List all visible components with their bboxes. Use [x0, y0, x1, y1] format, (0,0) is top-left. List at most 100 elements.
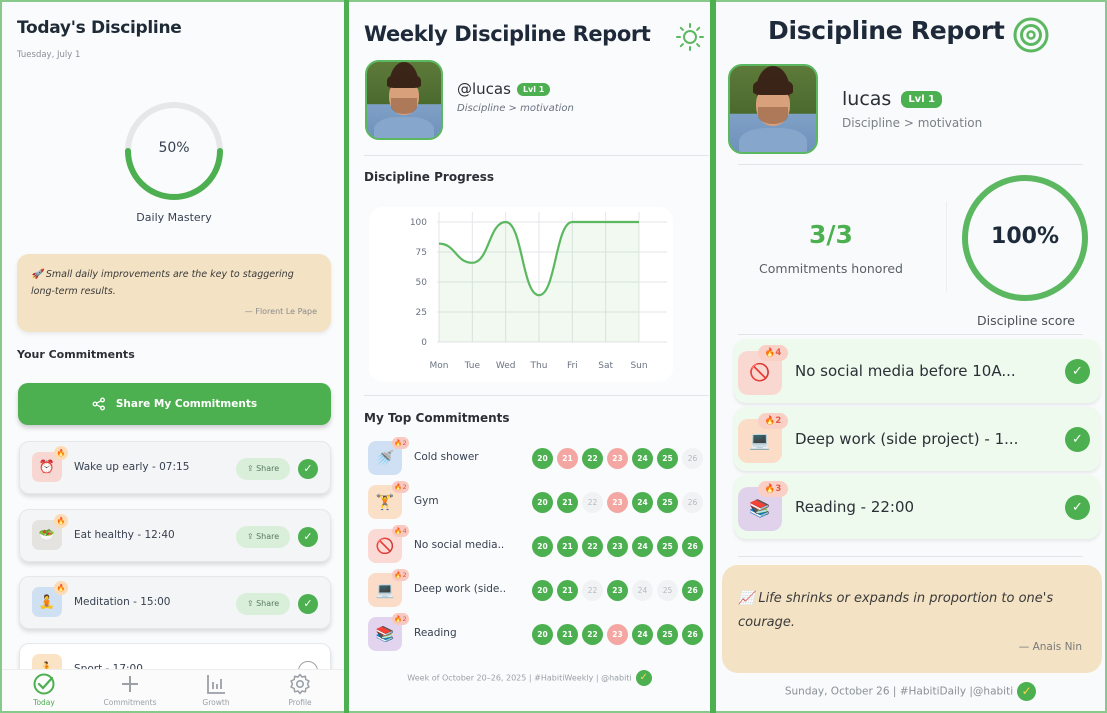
chart-up-icon: 📈 — [738, 591, 755, 606]
day-status-row: 20 21 22 23 24 25 26 — [532, 492, 703, 513]
panel-separator — [710, 0, 716, 713]
commitment-card[interactable]: 📚 🔥3 Reading - 22:00 ✓ — [734, 475, 1100, 539]
day-status-done: 26 — [682, 624, 703, 645]
check-circle-icon — [4, 672, 84, 698]
commitment-label: Wake up early - 07:15 — [74, 461, 190, 473]
completed-check-icon: ✓ — [1065, 359, 1090, 384]
commitment-label: No social media before 10A... — [795, 362, 1016, 380]
day-status-done: 21 — [557, 492, 578, 513]
day-status-done: 22 — [582, 536, 603, 557]
discipline-score-ring — [962, 175, 1088, 301]
page-title: Discipline Report — [768, 16, 1005, 45]
day-status-none: 25 — [657, 580, 678, 601]
completed-check-icon[interactable]: ✓ — [298, 527, 318, 547]
commitment-card[interactable]: ⏰ 🔥 Wake up early - 07:15 ⇪ Share ✓ — [19, 441, 331, 494]
streak-badge: 🔥4 — [758, 345, 788, 361]
top-commitment-row[interactable]: 💻 🔥2 Deep work (side.. 20 21 22 23 24 25 26 — [364, 569, 704, 611]
tab-growth[interactable]: Growth — [176, 672, 256, 707]
user-subtitle: Discipline > motivation — [842, 116, 983, 130]
day-status-done: 20 — [532, 536, 553, 557]
honored-count: 3/3 — [809, 220, 853, 249]
tab-profile[interactable]: Profile — [260, 672, 340, 707]
quote-author: — Florent Le Pape — [244, 307, 317, 316]
panel-separator — [344, 0, 349, 713]
streak-badge: 🔥 — [54, 581, 68, 595]
top-commitment-row[interactable]: 🚿 🔥2 Cold shower 20 21 22 23 24 25 26 — [364, 437, 704, 479]
y-tick-label: 50 — [416, 278, 428, 288]
commitment-label: Reading — [414, 627, 457, 639]
divider — [738, 556, 1083, 557]
username: lucas Lvl 1 — [842, 88, 943, 110]
discipline-progress-chart: 100 75 50 25 0 Mon Tue Wed Thu Fri Sat Sun — [369, 207, 673, 382]
day-status-done: 26 — [682, 536, 703, 557]
day-status-done: 24 — [632, 536, 653, 557]
day-status-row: 20 21 22 23 24 25 26 — [532, 580, 703, 601]
current-date: Tuesday, July 1 — [17, 50, 81, 60]
share-button[interactable]: ⇪ Share — [236, 593, 290, 615]
day-status-none: 26 — [682, 448, 703, 469]
divider — [946, 202, 947, 292]
day-status-none: 26 — [682, 492, 703, 513]
line-chart: 100 75 50 25 0 Mon Tue Wed Thu Fri Sat Sun — [410, 212, 667, 371]
share-icon — [92, 397, 105, 411]
tab-commitments[interactable]: Commitments — [90, 672, 170, 707]
commitment-card[interactable]: 🚫 🔥4 No social media before 10A... ✓ — [734, 339, 1100, 403]
commitment-label: No social media.. — [414, 539, 505, 551]
section-title: Discipline Progress — [364, 170, 495, 184]
day-status-done: 20 — [532, 492, 553, 513]
day-status-done: 22 — [582, 448, 603, 469]
day-status-none: 22 — [582, 492, 603, 513]
user-subtitle: Discipline > motivation — [457, 103, 574, 114]
gear-icon — [260, 672, 340, 698]
section-title: Your Commitments — [17, 348, 135, 361]
commitment-card[interactable]: 🧘 🔥 Meditation - 15:00 ⇪ Share ✓ — [19, 576, 331, 629]
day-status-row: 20 21 22 23 24 25 26 — [532, 448, 703, 469]
commitment-card[interactable]: 🥗 🔥 Eat healthy - 12:40 ⇪ Share ✓ — [19, 509, 331, 562]
divider — [738, 164, 1083, 165]
streak-badge: 🔥2 — [392, 437, 409, 449]
y-tick-label: 100 — [410, 218, 427, 228]
share-button[interactable]: ⇪ Share — [236, 526, 290, 548]
quote-text: 🚀 Small daily improvements are the key t… — [31, 269, 294, 297]
streak-badge: 🔥3 — [758, 481, 788, 497]
quote-card: 🚀 Small daily improvements are the key t… — [17, 254, 331, 332]
day-status-done: 25 — [657, 492, 678, 513]
x-tick-label: Thu — [530, 361, 548, 371]
x-tick-label: Wed — [496, 361, 516, 371]
completed-check-icon[interactable]: ✓ — [298, 594, 318, 614]
day-status-miss: 23 — [607, 448, 628, 469]
bottom-tab-bar: Today Commitments Growth Profile — [2, 669, 344, 711]
commitment-label: Meditation - 15:00 — [74, 596, 171, 608]
commitment-label: Cold shower — [414, 451, 479, 463]
x-tick-label: Fri — [567, 361, 578, 371]
commitment-label: Reading - 22:00 — [795, 498, 915, 516]
divider — [364, 395, 709, 396]
y-tick-label: 75 — [416, 248, 427, 258]
streak-badge: 🔥2 — [392, 613, 409, 625]
avatar — [728, 64, 818, 154]
tab-today[interactable]: Today — [4, 672, 84, 707]
plus-icon — [90, 672, 170, 698]
top-commitment-row[interactable]: 🚫 🔥4 No social media.. 20 21 22 23 24 25 26 — [364, 525, 704, 567]
level-badge: Lvl 1 — [901, 91, 943, 108]
avatar — [365, 60, 443, 140]
completed-check-icon[interactable]: ✓ — [298, 459, 318, 479]
section-title: My Top Commitments — [364, 411, 510, 425]
honored-label: Commitments honored — [759, 261, 903, 276]
quote-text: 📈 Life shrinks or expands in proportion … — [738, 591, 1054, 630]
top-commitment-row[interactable]: 📚 🔥2 Reading 20 21 22 23 24 25 26 — [364, 613, 704, 655]
chart-area — [439, 222, 639, 342]
daily-mastery-value: 50% — [158, 140, 190, 156]
streak-badge: 🔥4 — [392, 525, 409, 537]
day-status-done: 21 — [557, 536, 578, 557]
day-status-done: 26 — [682, 580, 703, 601]
no-phone-icon: 🚫 — [368, 529, 402, 563]
share-commitments-button[interactable]: Share My Commitments — [18, 383, 331, 425]
top-commitment-row[interactable]: 🏋 🔥2 Gym 20 21 22 23 24 25 26 — [364, 481, 704, 523]
day-status-done: 25 — [657, 448, 678, 469]
share-button[interactable]: ⇪ Share — [236, 458, 290, 480]
streak-badge: 🔥2 — [758, 413, 788, 429]
commitment-card[interactable]: 💻 🔥2 Deep work (side project) - 1... ✓ — [734, 407, 1100, 471]
today-screen: Today's Discipline Tuesday, July 1 50% D… — [2, 2, 344, 711]
day-status-done: 25 — [657, 536, 678, 557]
